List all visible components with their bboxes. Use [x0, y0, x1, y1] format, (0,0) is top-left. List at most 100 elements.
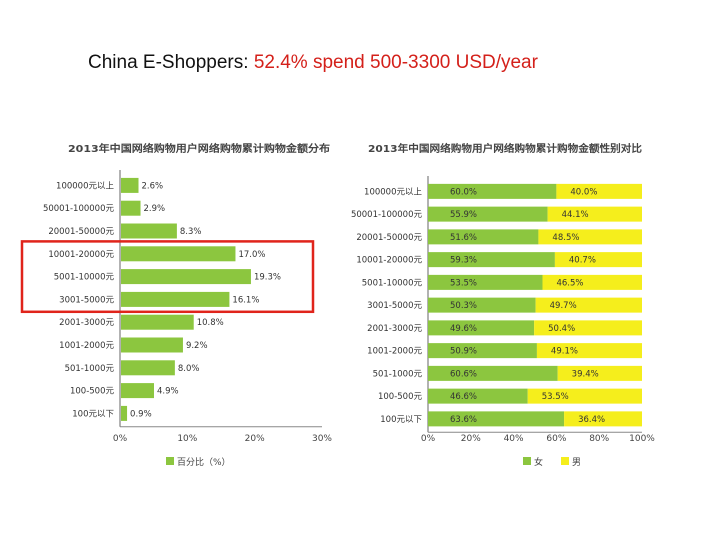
chart2-category-label: 100元以下	[380, 415, 422, 425]
chart2-label-male: 48.5%	[552, 233, 579, 243]
chart2-label-female: 63.6%	[450, 415, 477, 425]
chart1-data-label: 4.9%	[157, 387, 179, 397]
chart1-category-label: 501-1000元	[65, 364, 115, 374]
chart2-label-male: 44.1%	[562, 210, 589, 220]
chart2-bar-male	[556, 183, 642, 199]
chart2-category-label: 5001-10000元	[362, 278, 423, 288]
chart2-label-male: 36.4%	[578, 415, 605, 425]
chart2-label-female: 53.5%	[450, 278, 477, 288]
chart2-bar-male	[527, 388, 642, 404]
chart2-category-label: 20001-50000元	[356, 233, 422, 243]
chart2-category-label: 3001-5000元	[367, 301, 422, 311]
chart2-label-female: 60.6%	[450, 369, 477, 379]
chart2-label-male: 46.5%	[556, 278, 583, 288]
chart1-x-tick-label: 30%	[312, 434, 332, 444]
slide-title: China E-Shoppers: 52.4% spend 500-3300 U…	[88, 52, 708, 74]
chart2-bar-female	[428, 365, 558, 381]
chart1-bar	[121, 337, 183, 353]
chart1-data-label: 17.0%	[238, 250, 265, 260]
chart2-category-label: 1001-2000元	[367, 347, 422, 357]
chart2-label-female: 60.0%	[450, 187, 477, 197]
chart1-category-label: 10001-20000元	[48, 250, 114, 260]
chart2-bar-female	[428, 388, 528, 404]
chart2-label-male: 49.7%	[550, 301, 577, 311]
chart2-category-label: 100000元以上	[364, 187, 422, 197]
chart2-category-label: 2001-3000元	[367, 324, 422, 334]
chart2-x-tick-label: 20%	[461, 434, 481, 444]
chart2-x-tick-label: 0%	[421, 434, 436, 444]
chart2-x-tick-label: 40%	[504, 434, 524, 444]
chart1-category-label: 50001-100000元	[43, 204, 115, 214]
chart1-legend-label: 百分比（%）	[177, 456, 231, 468]
chart1-data-label: 9.2%	[186, 341, 208, 351]
chart2-bar-female	[428, 252, 555, 268]
chart1-data-label: 10.8%	[197, 318, 224, 328]
chart2-label-female: 50.9%	[450, 347, 477, 357]
highlight-box	[20, 240, 315, 314]
chart2-label-female: 46.6%	[450, 392, 477, 402]
chart2-label-female: 49.6%	[450, 324, 477, 334]
chart1-category-label: 2001-3000元	[59, 318, 114, 328]
chart2-x-tick-label: 100%	[629, 434, 655, 444]
chart2-bar-male	[554, 252, 642, 268]
chart2-category-label: 100-500元	[378, 392, 423, 402]
chart1-x-tick-label: 0%	[113, 434, 128, 444]
chart2-bar-male	[536, 343, 642, 359]
chart1-bar	[121, 383, 154, 399]
chart1-category-label: 100-500元	[70, 387, 115, 397]
chart1-category-label: 100000元以上	[56, 181, 114, 191]
chart2-bar-female	[428, 183, 557, 199]
chart1-bar	[121, 200, 141, 216]
chart1-data-label: 0.9%	[130, 409, 152, 419]
chart1-bar	[121, 405, 128, 421]
title-prefix: China E-Shoppers:	[88, 52, 254, 73]
chart2-label-male: 50.4%	[548, 324, 575, 334]
chart1-bar	[121, 177, 139, 193]
chart2-bar-female	[428, 343, 537, 359]
chart2-bar-female	[428, 297, 536, 313]
chart1-data-label: 2.6%	[142, 181, 164, 191]
chart2-legend-label-male: 男	[572, 457, 581, 468]
title-highlight: 52.4% spend 500-3300 USD/year	[253, 52, 538, 73]
chart1-data-label: 19.3%	[254, 273, 281, 283]
chart2-bar-male	[538, 229, 642, 245]
chart2-label-female: 59.3%	[450, 256, 477, 266]
chart1-data-label: 8.3%	[180, 227, 202, 237]
chart1-x-tick-label: 20%	[245, 434, 265, 444]
chart1-category-label: 1001-2000元	[59, 341, 114, 351]
chart1-legend-swatch	[166, 457, 174, 465]
chart2-label-male: 40.7%	[569, 256, 596, 266]
chart1-category-label: 100元以下	[72, 409, 114, 419]
chart1-title: 2013年中国网络购物用户网络购物累计购物金额分布	[68, 142, 330, 155]
chart2-x-tick-label: 80%	[589, 434, 609, 444]
chart2-bar-male	[535, 297, 642, 313]
chart1-data-label: 2.9%	[144, 204, 166, 214]
chart2-label-female: 50.3%	[450, 301, 477, 311]
chart1-bar	[121, 269, 251, 285]
chart1-bar	[121, 223, 177, 239]
chart2-label-male: 49.1%	[551, 347, 578, 357]
chart2-legend-swatch-female	[523, 457, 531, 465]
chart2-legend-swatch-male	[561, 457, 569, 465]
chart2-category-label: 10001-20000元	[356, 256, 422, 266]
chart2-label-male: 39.4%	[572, 369, 599, 379]
chart2-bar-female	[428, 206, 548, 222]
chart2-label-male: 40.0%	[570, 187, 597, 197]
chart2-bar-male	[547, 206, 642, 222]
chart2-label-female: 55.9%	[450, 210, 477, 220]
chart1-data-label: 16.1%	[232, 295, 259, 305]
chart2-legend-label-female: 女	[534, 456, 543, 468]
chart2-label-female: 51.6%	[450, 233, 477, 243]
chart2-x-tick-label: 60%	[546, 434, 566, 444]
distribution-chart: 2013年中国网络购物用户网络购物累计购物金额分布 100000元以上 2.6% 50…	[20, 142, 332, 468]
chart2-bar-male	[542, 274, 642, 290]
chart2-bar-female	[428, 411, 565, 427]
chart2-label-male: 53.5%	[542, 392, 569, 402]
chart1-bar	[121, 291, 230, 307]
chart1-category-label: 5001-10000元	[54, 273, 115, 283]
chart2-bar-male	[557, 365, 642, 381]
chart1-data-label: 8.0%	[178, 364, 200, 374]
chart2-category-label: 50001-100000元	[351, 210, 423, 220]
chart2-bar-female	[428, 320, 535, 336]
